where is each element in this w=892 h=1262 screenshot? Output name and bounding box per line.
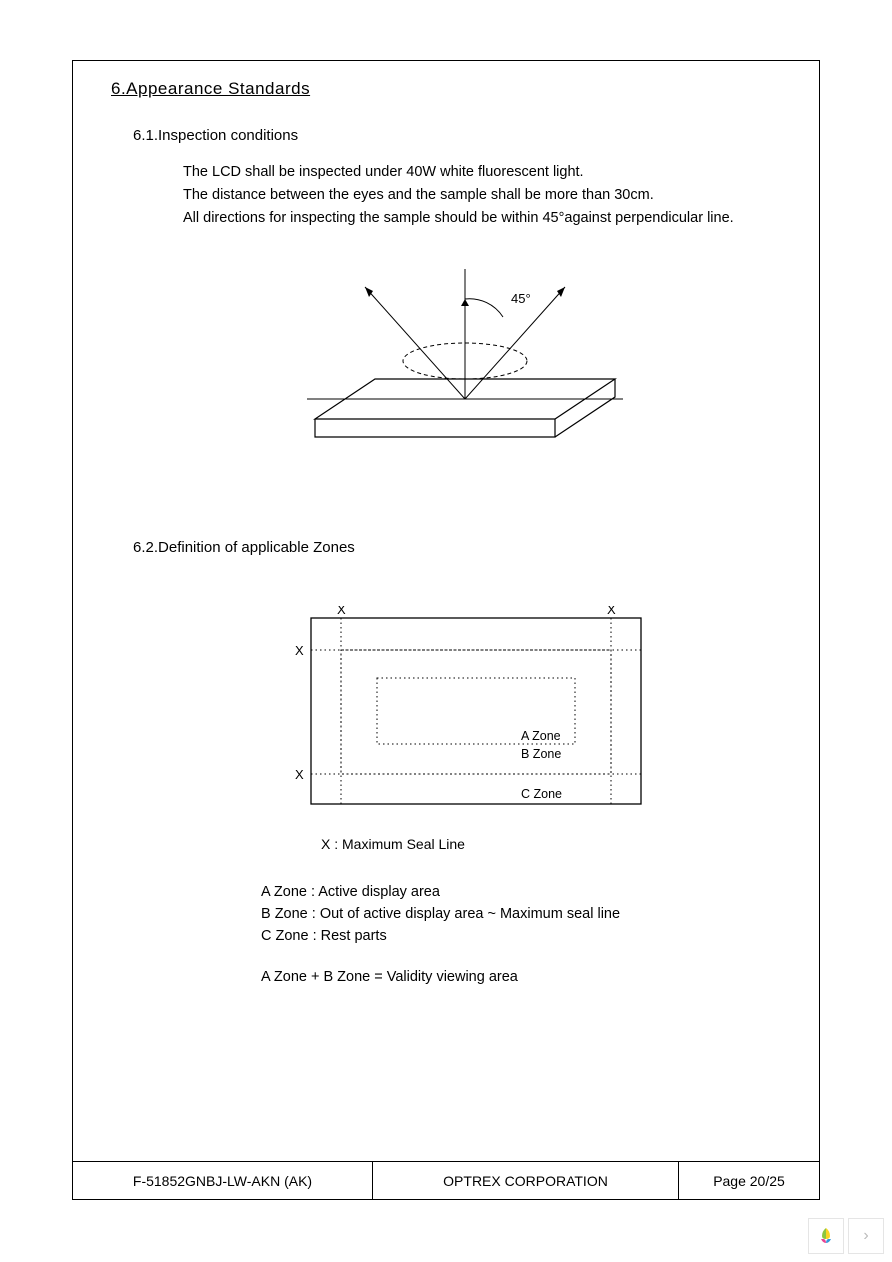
zone-validity-sum: A Zone + B Zone = Validity viewing area (261, 969, 799, 985)
logo-icon[interactable] (808, 1218, 844, 1254)
zone-def-a: A Zone : Active display area (261, 882, 799, 904)
section-title: 6.Appearance Standards (111, 79, 799, 99)
svg-text:B Zone: B Zone (521, 747, 561, 761)
para-line-3: All directions for inspecting the sample… (183, 208, 799, 229)
zone-def-b: B Zone : Out of active display area ~ Ma… (261, 904, 799, 926)
page-content: 6.Appearance Standards 6.1.Inspection co… (111, 79, 799, 985)
footer-company: OPTREX CORPORATION (373, 1162, 679, 1199)
svg-text:C Zone: C Zone (521, 787, 562, 801)
subsection-62-title: 6.2.Definition of applicable Zones (133, 539, 799, 556)
zone-diagram: X X X X A Zone B Zone C Zone (281, 606, 661, 816)
svg-text:X: X (295, 643, 304, 658)
next-page-button[interactable]: › (848, 1218, 884, 1254)
zone-caption: X : Maximum Seal Line (321, 836, 799, 852)
page-border: 6.Appearance Standards 6.1.Inspection co… (72, 60, 820, 1200)
inspection-angle-diagram: 45° (255, 259, 655, 499)
angle-label: 45° (511, 291, 531, 306)
footer-part-number: F-51852GNBJ-LW-AKN (AK) (73, 1162, 373, 1199)
subsection-61-title: 6.1.Inspection conditions (133, 127, 799, 144)
svg-text:X: X (295, 767, 304, 782)
svg-text:A Zone: A Zone (521, 729, 561, 743)
para-line-2: The distance between the eyes and the sa… (183, 185, 799, 206)
chevron-right-icon: › (863, 1227, 868, 1245)
svg-text:X: X (607, 606, 616, 617)
zone-def-c: C Zone : Rest parts (261, 926, 799, 948)
para-line-1: The LCD shall be inspected under 40W whi… (183, 162, 799, 183)
footer-bar: F-51852GNBJ-LW-AKN (AK) OPTREX CORPORATI… (73, 1161, 819, 1199)
svg-text:X: X (337, 606, 346, 617)
footer-page: Page 20/25 (679, 1162, 819, 1199)
viewer-controls: › (808, 1218, 884, 1254)
